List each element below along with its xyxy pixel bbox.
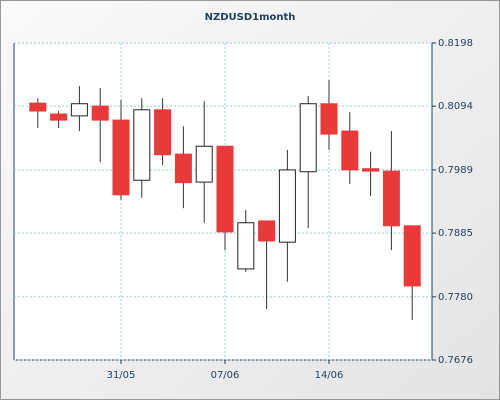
x-tick-label: 07/06	[211, 370, 240, 381]
candle-body	[382, 170, 400, 227]
candle-body	[362, 168, 380, 172]
candle-body	[29, 102, 47, 112]
y-tick-label: 0.7780	[438, 292, 473, 303]
candle-body	[91, 105, 109, 121]
y-tick-label: 0.8094	[438, 101, 473, 112]
x-tick-label: 14/06	[315, 370, 344, 381]
y-tick-label: 0.7885	[438, 228, 473, 239]
y-tick-label: 0.7989	[438, 165, 473, 176]
candle-body	[50, 113, 68, 121]
candle-body	[195, 145, 213, 183]
y-tick-label: 0.7676	[438, 355, 473, 366]
candle-body	[278, 169, 296, 243]
candle-body	[154, 109, 172, 156]
candle-body	[320, 103, 338, 135]
candle-body	[112, 119, 130, 196]
candle-body	[341, 130, 359, 171]
candle-body	[237, 222, 255, 270]
candle-body	[216, 145, 234, 233]
candle-body	[133, 109, 151, 181]
candle-body	[258, 220, 276, 242]
candle-body	[299, 103, 317, 173]
candle-body	[70, 103, 88, 117]
y-tick-label: 0.8198	[438, 38, 473, 49]
candle-body	[403, 225, 421, 287]
chart-title: NZDUSD1month	[205, 12, 296, 23]
candle-body	[174, 153, 192, 184]
x-tick-label: 31/05	[107, 370, 136, 381]
